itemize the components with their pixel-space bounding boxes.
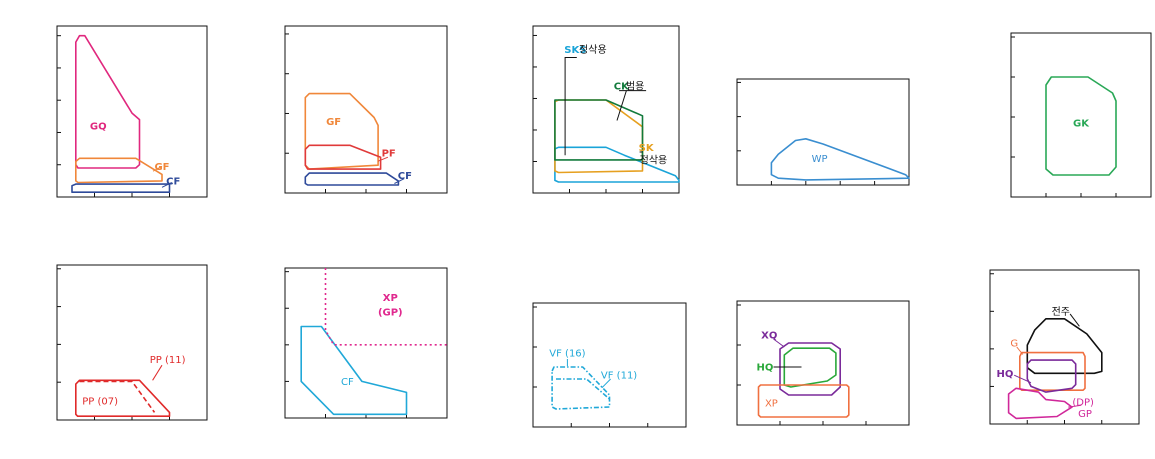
chart-panel-7: XP (GP) CF [284, 267, 448, 419]
leader-line [394, 178, 405, 184]
chart-panel-9: XQ HQ XP [736, 300, 910, 426]
region-전주 [1026, 317, 1103, 375]
region-xp-gp [324, 268, 447, 346]
region-label: PP (11) [150, 355, 186, 366]
region-gf [75, 157, 163, 184]
region-gk [1045, 76, 1117, 176]
plot-frame [284, 267, 448, 419]
region-gp [1007, 387, 1073, 420]
leader-line [616, 90, 627, 121]
leader-line [1013, 374, 1032, 384]
chart-panel-8: VF (16) VF (11) [532, 302, 687, 428]
region-label: GP [1078, 409, 1092, 420]
region-label: GK [1073, 119, 1090, 130]
leader-line [564, 57, 577, 156]
region-label: XP [765, 399, 778, 410]
region-label: G [1010, 339, 1018, 350]
region-cf [300, 325, 408, 416]
region-label: GF [326, 117, 341, 128]
region-pp-07 [79, 380, 156, 413]
region-label: GQ [90, 122, 107, 133]
plot-frame [1010, 32, 1152, 198]
chart-panel-6: PP (11) PP (07) [56, 264, 208, 421]
region-pf [304, 144, 382, 170]
region-label: CF [341, 377, 354, 388]
region-label: PF [382, 149, 396, 160]
region-ck [554, 99, 644, 161]
region-label: CF [166, 176, 180, 187]
chart-panel-4: WP [736, 78, 910, 186]
leader-line [601, 378, 611, 389]
region-xq [779, 342, 842, 396]
region-label: XQ [761, 331, 777, 342]
region-cf [304, 172, 400, 186]
leader-line [161, 182, 173, 188]
leader-line [1068, 404, 1082, 408]
region-label: VF (16) [549, 349, 585, 360]
region-wp [770, 138, 910, 181]
chart-panel-10: 전주 G HQ (DP)GP [989, 269, 1140, 425]
region-hq [783, 347, 837, 388]
leader-line [773, 338, 785, 348]
leader-line [152, 364, 163, 381]
leader-line [377, 156, 389, 162]
region-label: CK [614, 81, 630, 92]
region-cf [71, 183, 171, 193]
region-xp [757, 384, 850, 418]
leader-line [1016, 346, 1024, 355]
region-label: SK [639, 143, 655, 154]
region-pp-11 [75, 379, 171, 418]
region-label: 정삭용 [640, 154, 668, 166]
region-label: HQ [996, 369, 1013, 380]
plot-frame [56, 264, 208, 421]
region-vf-11 [556, 378, 611, 400]
region-label: XP [383, 293, 398, 304]
region-gf [304, 92, 379, 170]
leader-line [152, 165, 163, 172]
region-label: SKS [564, 45, 586, 56]
region-gq [75, 34, 141, 169]
region-label: WP [812, 154, 828, 165]
region-label: HQ [757, 363, 774, 374]
plot-frame [56, 25, 208, 198]
chart-panel-1: GQ GF CF [56, 25, 208, 198]
region-label: PP (07) [82, 397, 118, 408]
region-label: CF [398, 171, 412, 182]
region-label: (GP) [378, 307, 403, 318]
region-label: VF (11) [601, 371, 637, 382]
region-label: (DP) [1072, 398, 1094, 409]
region-sks [554, 146, 680, 183]
region-label: GF [154, 162, 169, 173]
region-label: 범용 [626, 80, 644, 92]
region-label: 전주 [1052, 306, 1070, 318]
region-label: 정삭용 [579, 44, 607, 56]
region-hq [1026, 359, 1077, 393]
chart-panel-5: GK [1010, 32, 1152, 198]
leader-line [1069, 313, 1080, 327]
plot-frame [736, 78, 910, 186]
region-vf-16 [551, 366, 611, 410]
